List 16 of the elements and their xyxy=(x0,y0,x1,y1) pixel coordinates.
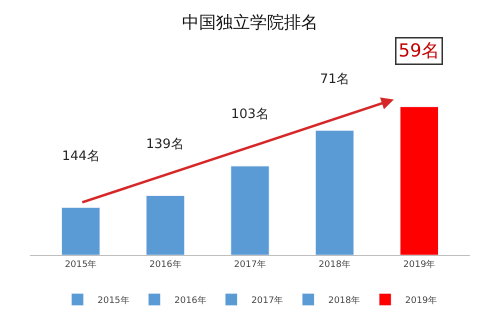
text: 59名 xyxy=(398,40,440,62)
legend-label: 2017年 xyxy=(251,295,284,306)
annotation: 144名 xyxy=(62,149,100,164)
x-tick-label: 2015年 xyxy=(64,258,97,270)
legend-label: 2015年 xyxy=(98,295,130,306)
x-tick-label: 2017年 xyxy=(234,258,266,270)
legend-label: 2018年 xyxy=(328,295,360,306)
text: 71名 xyxy=(320,72,350,87)
x-tick-label: 2016年 xyxy=(149,258,182,270)
x-tick-label: 2018年 xyxy=(318,258,351,270)
x-tick-label: 2019年 xyxy=(403,258,436,270)
annotation: 103名 xyxy=(231,107,269,122)
chart-title: 中国独立学院排名 xyxy=(182,13,318,34)
legend-label: 2019年 xyxy=(405,295,438,306)
legend-label: 2016年 xyxy=(174,295,206,306)
annotation: 139名 xyxy=(146,137,184,152)
